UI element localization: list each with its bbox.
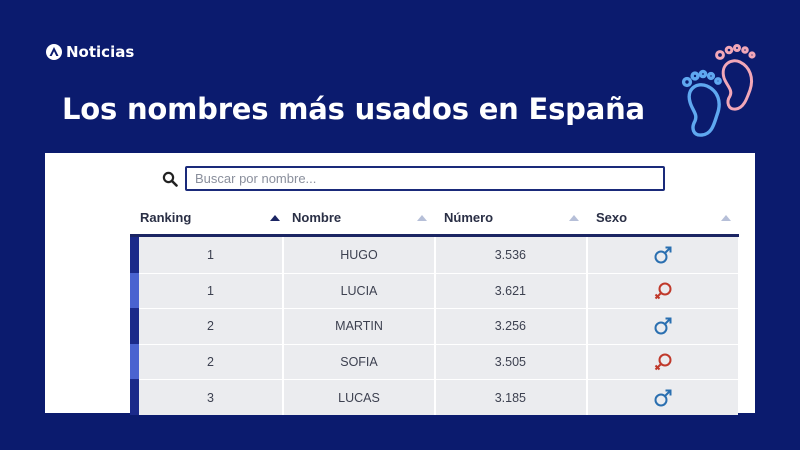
cell-sexo [586, 308, 738, 344]
column-header-nombre[interactable]: Nombre [282, 204, 434, 234]
table-row[interactable]: 2 MARTIN 3.256 [130, 308, 739, 344]
antena3-logo-icon [46, 44, 62, 60]
column-label: Número [444, 210, 494, 225]
column-header-ranking[interactable]: Ranking [130, 204, 282, 234]
table-row[interactable]: 2 SOFIA 3.505 [130, 343, 739, 380]
sort-icon[interactable] [569, 215, 579, 221]
table-header: Ranking Nombre Número Sexo [130, 204, 739, 237]
brand-name: Noticias [66, 43, 135, 61]
page-title: Los nombres más usados en España [62, 92, 645, 126]
male-symbol-icon [654, 317, 672, 335]
column-label: Ranking [140, 210, 192, 225]
cell-numero: 3.621 [434, 272, 586, 309]
cell-ranking: 3 [130, 379, 282, 415]
cell-nombre: LUCAS [282, 379, 434, 415]
cell-sexo [586, 343, 738, 380]
row-color-bar [130, 379, 139, 415]
table-row[interactable]: 1 HUGO 3.536 [130, 237, 739, 273]
cell-sexo [586, 272, 738, 309]
names-table-panel: Ranking Nombre Número Sexo 1 HUGO 3.536 [45, 153, 755, 415]
cell-ranking: 2 [130, 308, 282, 344]
cell-sexo [586, 237, 738, 273]
cell-nombre: MARTIN [282, 308, 434, 344]
male-symbol-icon [654, 246, 672, 264]
column-header-numero[interactable]: Número [434, 204, 586, 234]
row-color-bar [130, 343, 139, 380]
cell-numero: 3.536 [434, 237, 586, 273]
sort-icon[interactable] [417, 215, 427, 221]
sort-icon[interactable] [721, 215, 731, 221]
female-symbol-icon [654, 282, 672, 300]
female-symbol-icon [654, 353, 672, 371]
row-color-bar [130, 237, 139, 273]
search-input[interactable] [185, 166, 665, 191]
search-icon[interactable] [162, 171, 178, 187]
row-color-bar [130, 308, 139, 344]
column-header-sexo[interactable]: Sexo [586, 204, 738, 234]
row-color-bar [130, 272, 139, 309]
cell-sexo [586, 379, 738, 415]
sort-ascending-icon[interactable] [270, 215, 280, 221]
baby-feet-icon [681, 44, 756, 137]
cell-numero: 3.256 [434, 308, 586, 344]
search-bar [162, 166, 665, 191]
cell-numero: 3.185 [434, 379, 586, 415]
table-row[interactable]: 1 LUCIA 3.621 [130, 272, 739, 309]
cell-nombre: SOFIA [282, 343, 434, 380]
table-row[interactable]: 3 LUCAS 3.185 [130, 379, 739, 415]
column-label: Nombre [292, 210, 342, 225]
cell-ranking: 1 [130, 272, 282, 309]
column-label: Sexo [596, 210, 628, 225]
male-symbol-icon [654, 389, 672, 407]
cell-nombre: LUCIA [282, 272, 434, 309]
cell-ranking: 1 [130, 237, 282, 273]
brand[interactable]: Noticias [46, 43, 134, 61]
table-body: 1 HUGO 3.536 1 LUCIA 3.621 [130, 237, 739, 415]
cell-ranking: 2 [130, 343, 282, 380]
cell-numero: 3.505 [434, 343, 586, 380]
cell-nombre: HUGO [282, 237, 434, 273]
